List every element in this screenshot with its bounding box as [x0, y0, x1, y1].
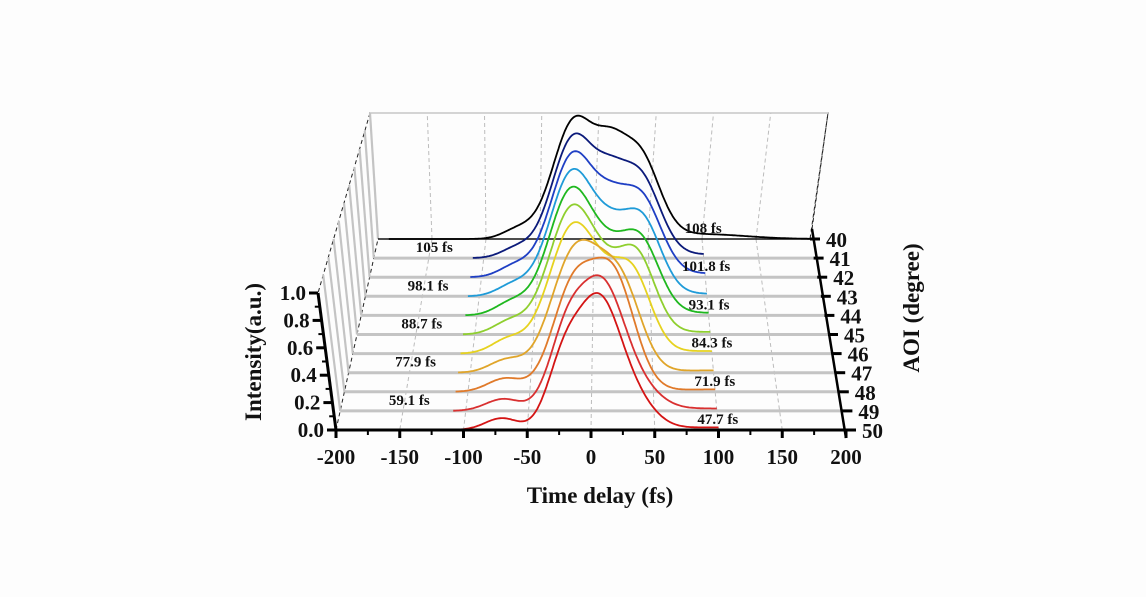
left-wall-line	[322, 274, 342, 412]
right-wall-edge	[811, 112, 829, 230]
series-curve	[465, 185, 709, 317]
left-wall-line	[363, 130, 375, 259]
x-tick-label: -50	[513, 445, 541, 469]
back-grid-line	[647, 112, 657, 240]
floor-grid-line	[701, 238, 719, 431]
fwhm-label: 93.1 fs	[689, 297, 730, 313]
series-curve	[472, 132, 704, 259]
back-grid-line	[539, 112, 543, 240]
x-tick-label: 50	[644, 445, 665, 469]
x-tick-label: 0	[586, 445, 597, 469]
fwhm-label: 98.1 fs	[408, 278, 449, 294]
x-tick-label: 150	[767, 445, 799, 469]
z-axis-title: Intensity(a.u.)	[241, 283, 266, 421]
left-wall-line	[337, 220, 354, 354]
x-axis-title: Time delay (fs)	[527, 483, 674, 508]
series-curve	[460, 221, 712, 355]
aoi-tick-label: 49	[858, 400, 879, 424]
z-tick-label: 0.8	[283, 308, 309, 332]
fwhm-label: 105 fs	[416, 240, 453, 256]
series-curve	[388, 114, 810, 240]
aoi-tick-label: 50	[862, 419, 883, 443]
series-curve	[450, 292, 719, 431]
x-tick-label: 200	[830, 445, 862, 469]
fwhm-label: 59.1 fs	[389, 393, 430, 409]
x-tick-label: 100	[703, 445, 735, 469]
left-wall-line	[368, 112, 380, 240]
z-tick-label: 1.0	[280, 281, 306, 305]
left-wall-line	[348, 184, 363, 316]
series-curve	[467, 168, 707, 297]
aoi-tick-label: 43	[837, 285, 858, 309]
fwhm-label: 88.7 fs	[401, 317, 442, 333]
floor-grid-line	[399, 238, 433, 431]
series-curve	[453, 274, 717, 412]
series-curve	[458, 238, 714, 374]
aoi-tick-label: 45	[844, 324, 865, 348]
aoi-tick-label: 41	[830, 247, 851, 271]
x-tick-label: -150	[381, 445, 420, 469]
z-tick-label: 0.4	[291, 363, 318, 387]
left-wall-line	[332, 238, 350, 373]
labels: 108 fs 105 fs 101.8 fs 98.1 fs 93.1 fs 88.7 f…	[389, 221, 738, 428]
series-curve	[455, 256, 716, 393]
fwhm-label: 71.9 fs	[694, 374, 735, 390]
z-tick-label: 0.0	[298, 418, 324, 442]
series-curves	[388, 114, 810, 431]
aoi-tick-label: 47	[851, 362, 872, 386]
y-axis-title: AOI (degree)	[899, 243, 924, 372]
floor-grid-line	[590, 238, 595, 431]
back-grid-line	[484, 112, 487, 240]
aoi-tick-label: 40	[826, 228, 847, 252]
z-tick-label: 0.6	[287, 336, 313, 360]
aoi-tick-label: 42	[833, 266, 854, 290]
axes: -200 -150 -100 -50 0 50 100 150 200 0.0 0.2 0.4 0.6 0…	[280, 112, 883, 469]
z-tick-label: 0.2	[294, 391, 320, 415]
fwhm-label: 47.7 fs	[697, 412, 738, 428]
back-grid-line	[426, 112, 433, 240]
series-curve	[470, 150, 706, 278]
left-wall-line	[342, 202, 359, 335]
fwhm-label: 84.3 fs	[692, 336, 733, 352]
fwhm-label: 108 fs	[685, 221, 722, 237]
left-wall-line	[353, 166, 367, 297]
aoi-tick-label: 46	[848, 343, 869, 367]
left-wall-line	[327, 256, 346, 392]
series-curve	[462, 203, 711, 336]
aoi-tick-label: 48	[855, 381, 876, 405]
back-grid-line	[593, 112, 600, 240]
fwhm-label: 77.9 fs	[395, 355, 436, 371]
x-tick-label: -200	[317, 445, 356, 469]
aoi-tick-label: 44	[840, 304, 862, 328]
left-wall-line	[358, 148, 371, 278]
fwhm-label: 101.8 fs	[682, 259, 730, 275]
x-tick-label: -100	[444, 445, 483, 469]
back-grid-line	[755, 112, 772, 240]
back-grid-line	[701, 112, 714, 240]
